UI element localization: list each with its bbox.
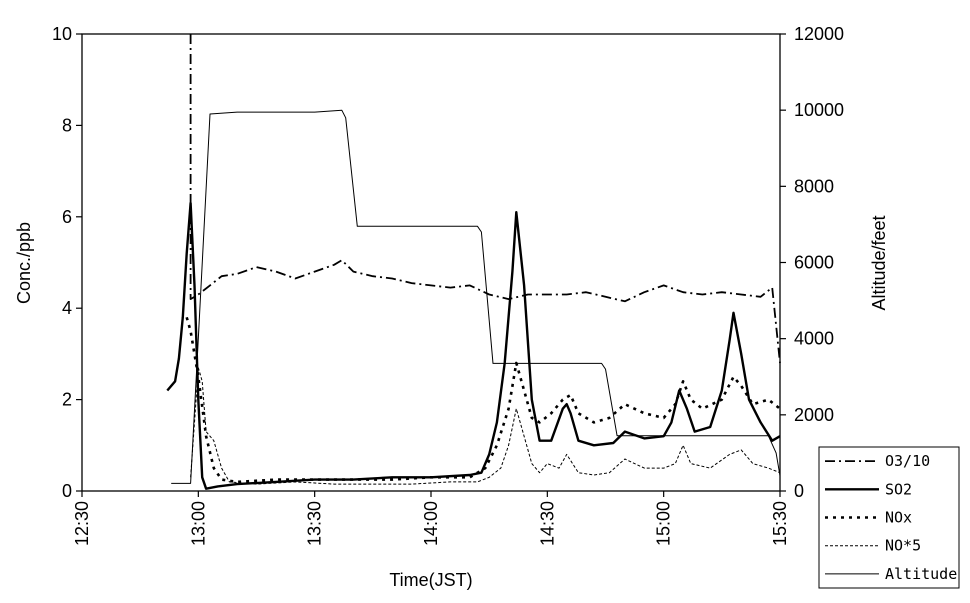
y-right-axis-title: Altitude/feet <box>869 215 889 310</box>
y-left-tick-label: 0 <box>62 481 72 501</box>
y-right-tick-label: 0 <box>794 481 804 501</box>
x-tick-label: 14:30 <box>537 501 557 546</box>
legend-label: Altitude <box>885 565 957 583</box>
y-right-axis: 0 2000 4000 6000 8000 10000 12000 <box>780 24 844 501</box>
y-right-tick-label: 8000 <box>794 176 834 196</box>
x-tick-label: 15:00 <box>654 501 674 546</box>
y-left-tick-label: 2 <box>62 390 72 410</box>
y-left-tick-label: 4 <box>62 298 72 318</box>
x-tick-label: 12:30 <box>72 501 92 546</box>
y-right-tick-label: 6000 <box>794 253 834 273</box>
y-left-axis: 0 2 4 6 8 10 <box>52 24 82 501</box>
y-right-tick-label: 4000 <box>794 329 834 349</box>
series-line-nox <box>185 316 781 484</box>
y-left-tick-label: 6 <box>62 207 72 227</box>
y-left-tick-label: 8 <box>62 115 72 135</box>
y-left-axis-title: Conc./ppb <box>14 222 34 304</box>
legend-label: O3/10 <box>885 452 930 470</box>
series-line-altitude <box>171 109 781 484</box>
y-right-tick-label: 2000 <box>794 405 834 425</box>
x-axis: 12:30 13:00 13:30 14:00 14:30 15:00 15:30 <box>72 491 790 546</box>
x-tick-label: 14:00 <box>421 501 441 546</box>
series-line-o3-10 <box>189 34 781 364</box>
series-line-so2 <box>166 201 781 490</box>
legend-label: NO*5 <box>885 537 921 555</box>
x-axis-title: Time(JST) <box>389 570 472 590</box>
y-right-tick-label: 12000 <box>794 24 844 44</box>
x-tick-label: 13:30 <box>305 501 325 546</box>
legend-label: NOx <box>885 509 912 527</box>
series-line-no-5 <box>190 367 781 485</box>
y-left-tick-label: 10 <box>52 24 72 44</box>
legend-label: SO2 <box>885 480 912 498</box>
x-tick-label: 15:30 <box>770 501 790 546</box>
legend: O3/10 SO2 NOx NO*5 Altitude <box>818 446 960 589</box>
y-right-tick-label: 10000 <box>794 100 844 120</box>
x-tick-label: 13:00 <box>188 501 208 546</box>
series-layer <box>166 34 781 490</box>
